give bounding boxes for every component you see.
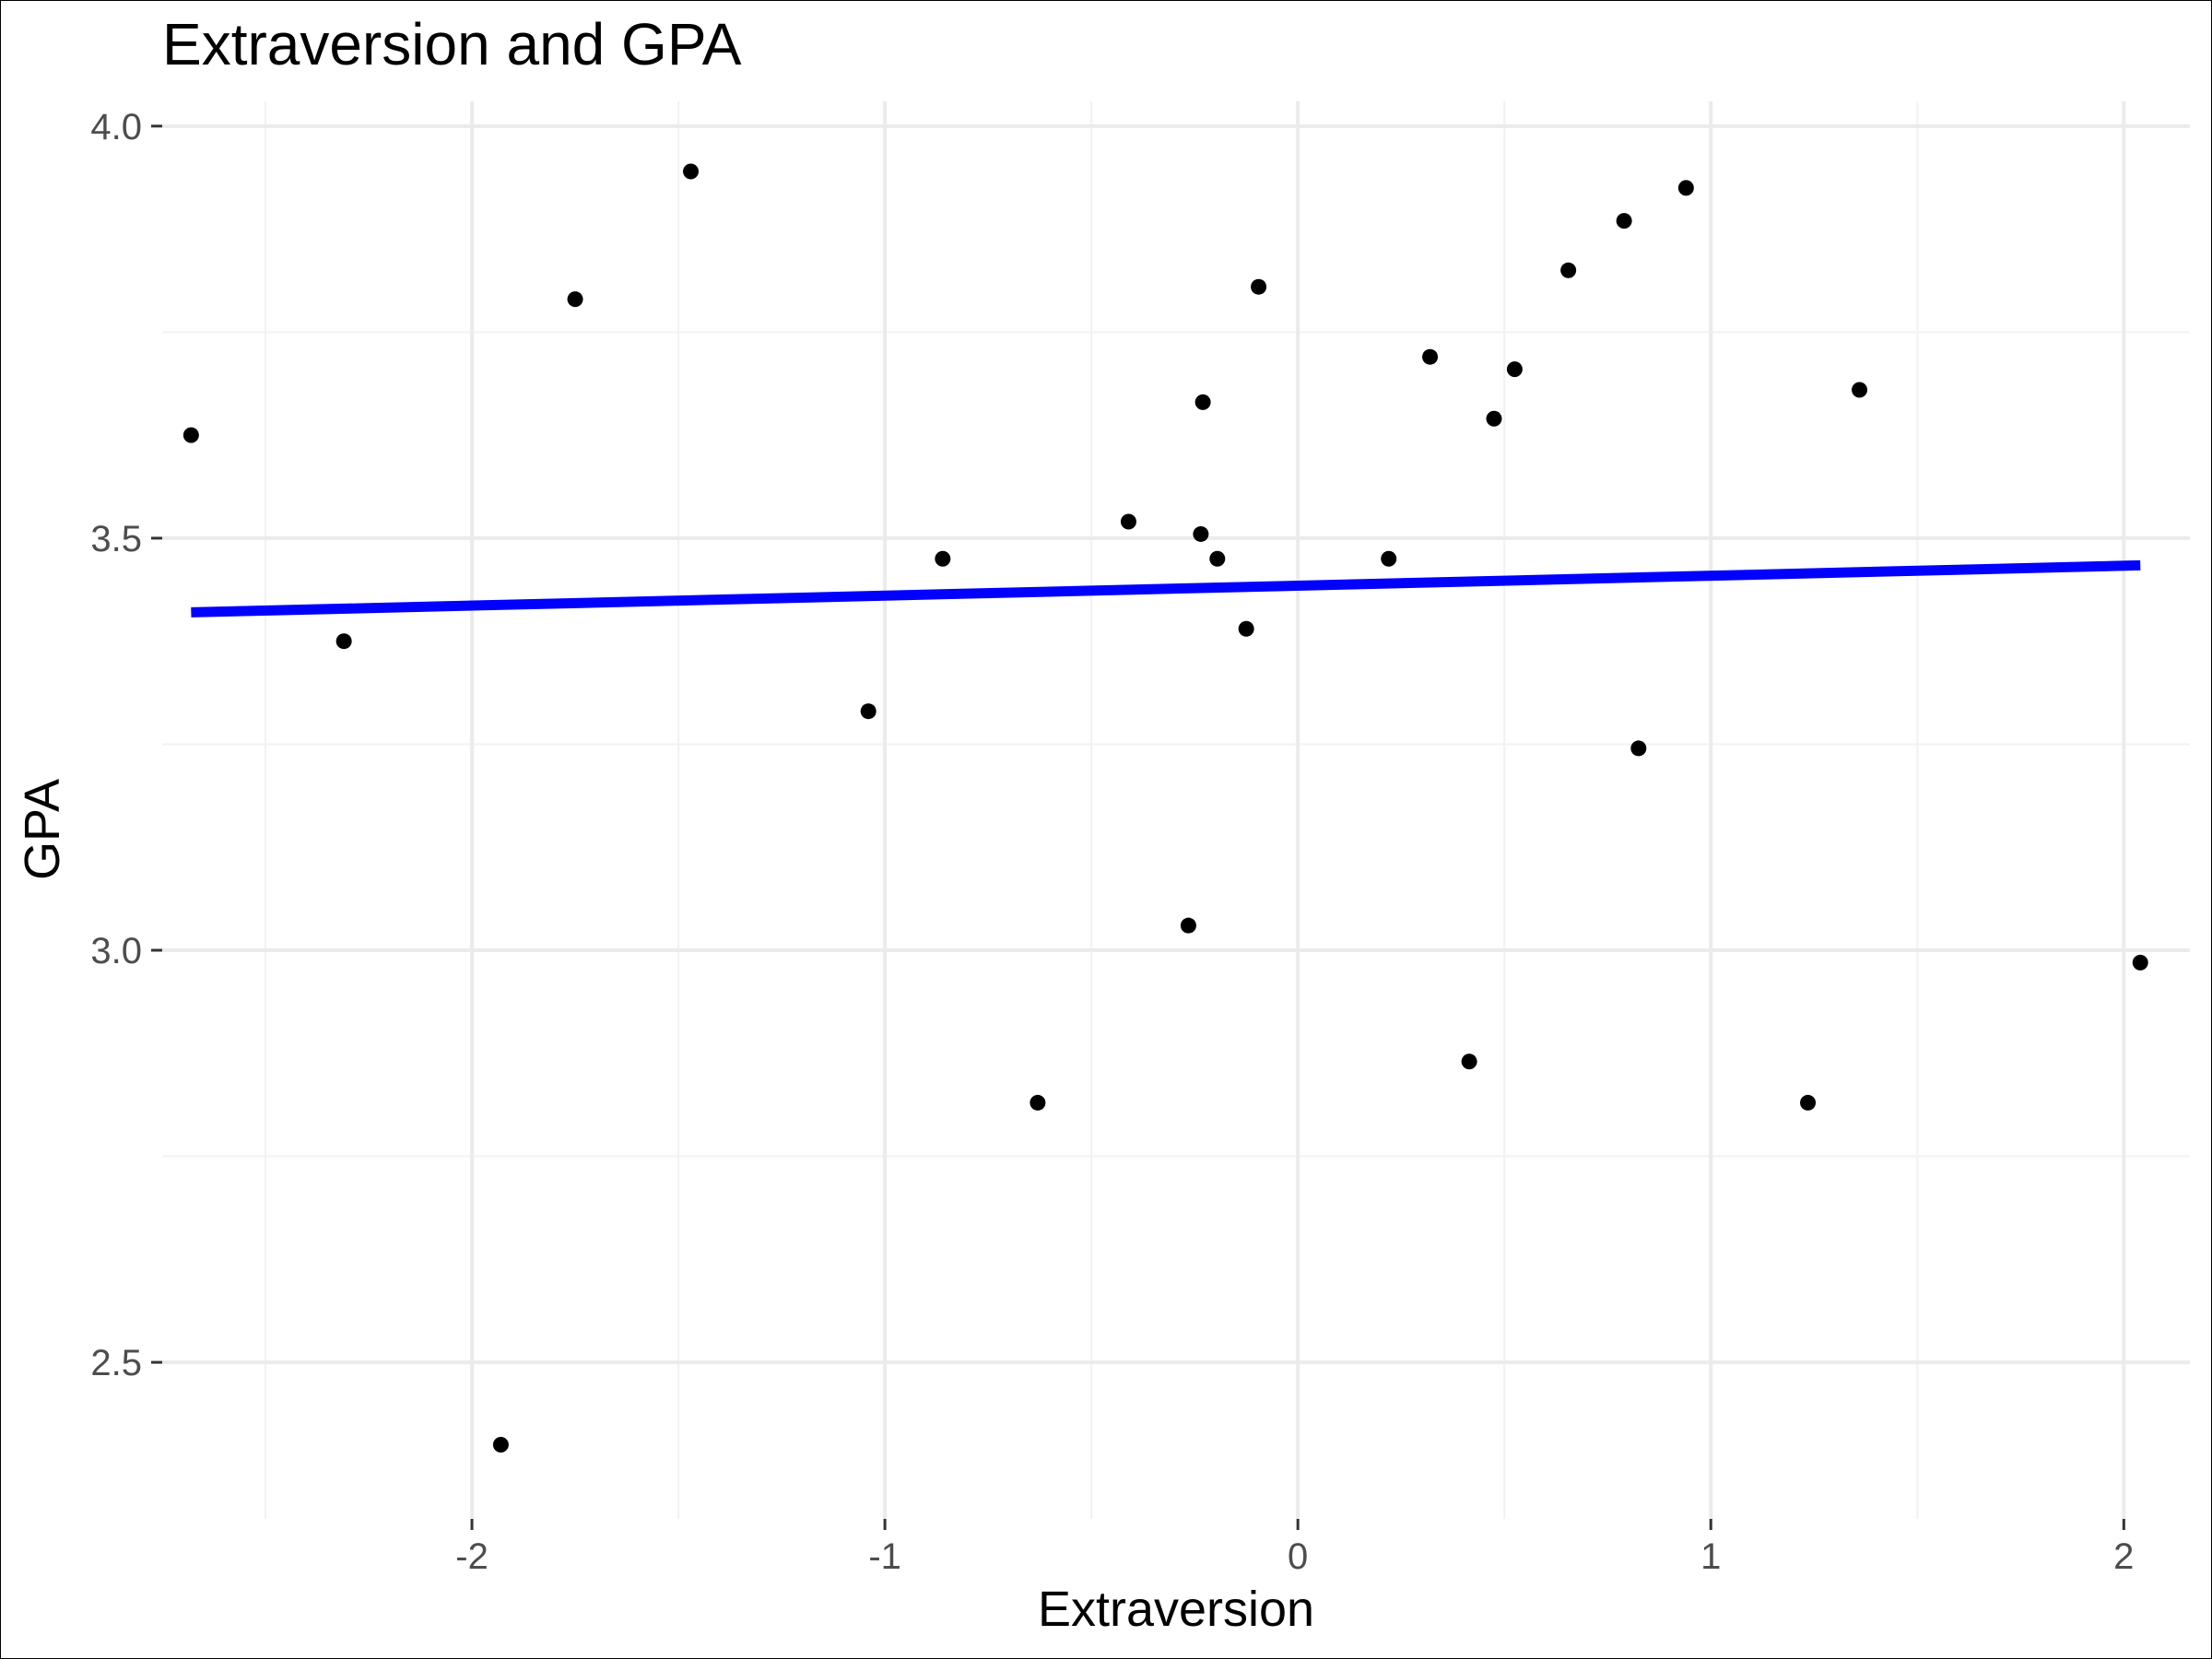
data-point bbox=[1560, 262, 1577, 278]
y-axis-title: GPA bbox=[15, 779, 70, 880]
x-tick-label: -1 bbox=[868, 1536, 901, 1577]
y-tick-label: 4.0 bbox=[90, 107, 142, 147]
x-tick-label: -2 bbox=[455, 1536, 488, 1577]
y-tick-label: 3.5 bbox=[90, 519, 142, 559]
data-point bbox=[567, 291, 583, 308]
data-point bbox=[1209, 550, 1226, 567]
points-layer bbox=[182, 163, 2148, 1453]
x-tick-label: 2 bbox=[2113, 1536, 2134, 1577]
data-point bbox=[683, 163, 700, 180]
data-point bbox=[1120, 513, 1136, 530]
data-point bbox=[1677, 180, 1694, 196]
x-tick-label: 1 bbox=[1700, 1536, 1721, 1577]
fit-line-layer bbox=[191, 559, 2141, 618]
minor-grid bbox=[162, 101, 2190, 1519]
data-point bbox=[492, 1437, 509, 1453]
data-point bbox=[1486, 410, 1502, 427]
data-point bbox=[1616, 213, 1632, 229]
y-tick-labels: 2.5 3.0 3.5 4.0 bbox=[90, 107, 142, 1383]
y-tick-label: 3.0 bbox=[90, 931, 142, 971]
x-tick-labels: -2 -1 0 1 2 bbox=[455, 1536, 2134, 1577]
data-point bbox=[1193, 525, 1209, 542]
data-point bbox=[1180, 917, 1196, 934]
x-tick-label: 0 bbox=[1288, 1536, 1308, 1577]
data-point bbox=[860, 703, 877, 720]
data-point bbox=[1852, 382, 1868, 398]
data-point bbox=[1238, 620, 1254, 637]
x-axis-title: Extraversion bbox=[1038, 1582, 1314, 1637]
data-point bbox=[1800, 1094, 1817, 1111]
data-point bbox=[1194, 394, 1211, 410]
data-point bbox=[1630, 740, 1647, 757]
data-point bbox=[1381, 550, 1397, 567]
regression-line bbox=[191, 559, 2141, 618]
axis-ticks bbox=[151, 124, 2125, 1530]
data-point bbox=[335, 633, 352, 650]
data-point bbox=[1251, 278, 1267, 295]
data-point bbox=[1422, 348, 1439, 365]
data-point bbox=[935, 550, 951, 567]
chart-title: Extraversion and GPA bbox=[162, 11, 742, 77]
data-point bbox=[182, 427, 199, 443]
major-grid bbox=[162, 101, 2190, 1519]
data-point bbox=[1030, 1094, 1046, 1111]
data-point bbox=[1506, 361, 1523, 378]
data-point bbox=[1461, 1053, 1477, 1070]
data-point bbox=[2132, 954, 2148, 971]
y-tick-label: 2.5 bbox=[90, 1343, 142, 1383]
